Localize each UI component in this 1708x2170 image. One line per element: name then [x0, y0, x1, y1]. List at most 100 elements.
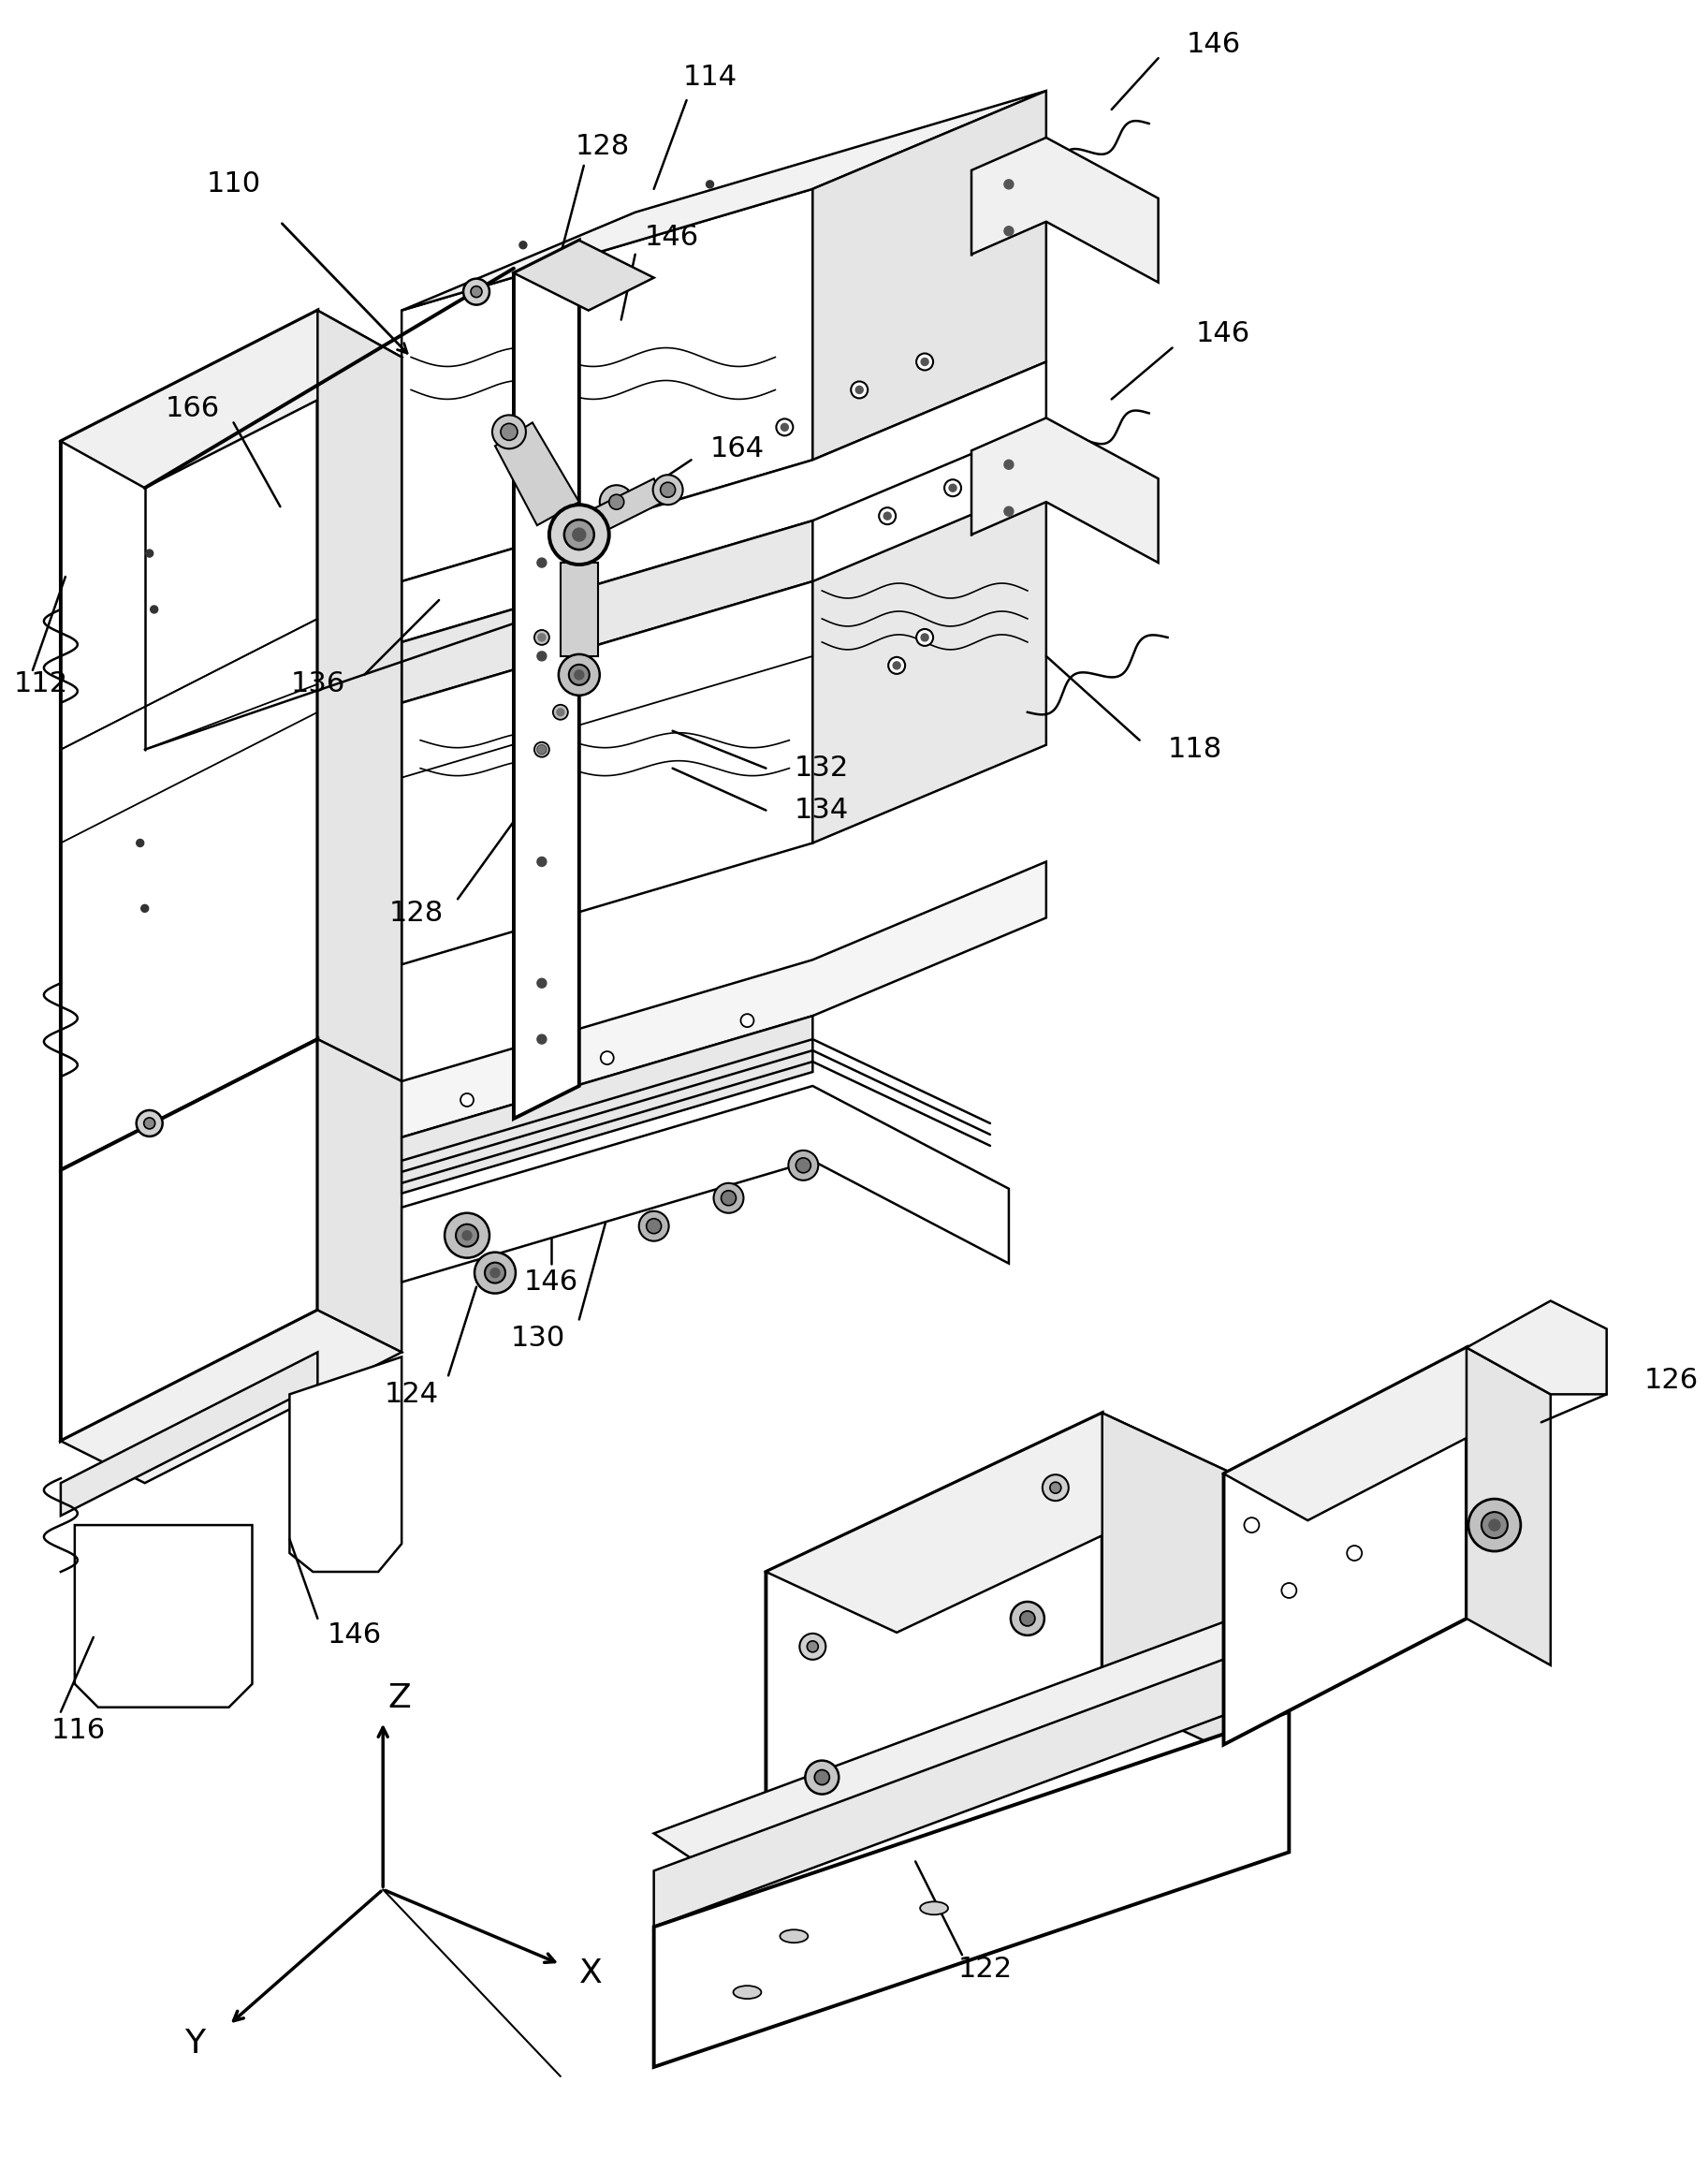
Circle shape — [789, 1150, 818, 1180]
Polygon shape — [654, 1656, 1290, 1927]
Polygon shape — [401, 521, 813, 703]
Polygon shape — [560, 562, 598, 655]
Circle shape — [550, 506, 610, 564]
Circle shape — [950, 484, 956, 493]
Text: Y: Y — [184, 2027, 205, 2059]
Circle shape — [915, 629, 933, 647]
Polygon shape — [514, 241, 579, 1120]
Polygon shape — [401, 582, 813, 963]
Circle shape — [536, 558, 547, 566]
Polygon shape — [813, 484, 1047, 842]
Text: 128: 128 — [576, 132, 630, 161]
Circle shape — [1020, 1610, 1035, 1625]
Circle shape — [921, 358, 929, 365]
Circle shape — [574, 671, 584, 679]
Text: 146: 146 — [524, 1269, 579, 1295]
Circle shape — [610, 495, 623, 510]
Text: 116: 116 — [51, 1716, 106, 1745]
Circle shape — [639, 1211, 670, 1241]
Text: 146: 146 — [644, 224, 699, 252]
Circle shape — [536, 1035, 547, 1044]
Circle shape — [142, 905, 149, 911]
Polygon shape — [1102, 1413, 1233, 1753]
Circle shape — [600, 486, 634, 519]
Circle shape — [661, 482, 675, 497]
Text: 124: 124 — [384, 1380, 439, 1408]
Text: 110: 110 — [207, 171, 261, 197]
Circle shape — [915, 354, 933, 371]
Polygon shape — [401, 1085, 1009, 1282]
Circle shape — [492, 414, 526, 449]
Circle shape — [463, 278, 490, 304]
Text: 130: 130 — [511, 1324, 565, 1352]
Circle shape — [1481, 1512, 1508, 1539]
Circle shape — [535, 742, 550, 757]
Circle shape — [137, 1111, 162, 1137]
Polygon shape — [1223, 1348, 1467, 1745]
Text: X: X — [579, 1957, 603, 1990]
Polygon shape — [495, 423, 579, 525]
Polygon shape — [318, 310, 401, 1081]
Polygon shape — [401, 91, 1047, 310]
Text: 122: 122 — [958, 1955, 1013, 1983]
Circle shape — [921, 634, 929, 640]
Circle shape — [883, 512, 892, 521]
Ellipse shape — [921, 1901, 948, 1914]
Text: 146: 146 — [326, 1621, 381, 1649]
Circle shape — [721, 1191, 736, 1207]
Text: 136: 136 — [290, 671, 345, 699]
Circle shape — [150, 605, 157, 614]
Polygon shape — [1223, 1348, 1551, 1521]
Polygon shape — [514, 241, 654, 310]
Circle shape — [485, 1263, 506, 1282]
Circle shape — [815, 1771, 830, 1786]
Circle shape — [145, 549, 154, 558]
Circle shape — [463, 1230, 471, 1239]
Circle shape — [1281, 1582, 1296, 1597]
Circle shape — [646, 1220, 661, 1233]
Polygon shape — [61, 310, 401, 488]
Ellipse shape — [781, 1929, 808, 1942]
Circle shape — [535, 629, 550, 644]
Polygon shape — [61, 310, 318, 1170]
Polygon shape — [654, 1619, 1290, 1871]
Polygon shape — [1467, 1348, 1551, 1664]
Text: 134: 134 — [794, 796, 849, 825]
Circle shape — [799, 1634, 825, 1660]
Circle shape — [1011, 1601, 1044, 1636]
Text: Z: Z — [388, 1682, 412, 1714]
Circle shape — [856, 386, 863, 393]
Polygon shape — [401, 1016, 813, 1194]
Circle shape — [945, 480, 962, 497]
Circle shape — [557, 707, 564, 716]
Circle shape — [536, 651, 547, 662]
Circle shape — [1050, 1482, 1061, 1493]
Circle shape — [705, 180, 714, 189]
Circle shape — [808, 1641, 818, 1651]
Circle shape — [475, 1252, 516, 1293]
Circle shape — [500, 423, 518, 441]
Text: 126: 126 — [1645, 1367, 1698, 1393]
Circle shape — [564, 521, 594, 549]
Circle shape — [781, 423, 789, 432]
Circle shape — [652, 475, 683, 506]
Polygon shape — [972, 137, 1158, 282]
Circle shape — [796, 1159, 811, 1172]
Circle shape — [519, 241, 526, 250]
Polygon shape — [61, 1311, 401, 1482]
Text: 114: 114 — [683, 63, 738, 91]
Text: 118: 118 — [1168, 736, 1223, 764]
Circle shape — [1004, 460, 1013, 469]
Circle shape — [572, 527, 586, 540]
Circle shape — [538, 634, 545, 640]
Circle shape — [143, 1118, 155, 1128]
Circle shape — [536, 857, 547, 866]
Polygon shape — [290, 1356, 401, 1571]
Circle shape — [569, 664, 589, 686]
Circle shape — [775, 419, 793, 436]
Circle shape — [1243, 1517, 1259, 1532]
Polygon shape — [589, 480, 663, 534]
Circle shape — [444, 1213, 490, 1259]
Circle shape — [559, 655, 600, 694]
Polygon shape — [654, 1712, 1290, 2068]
